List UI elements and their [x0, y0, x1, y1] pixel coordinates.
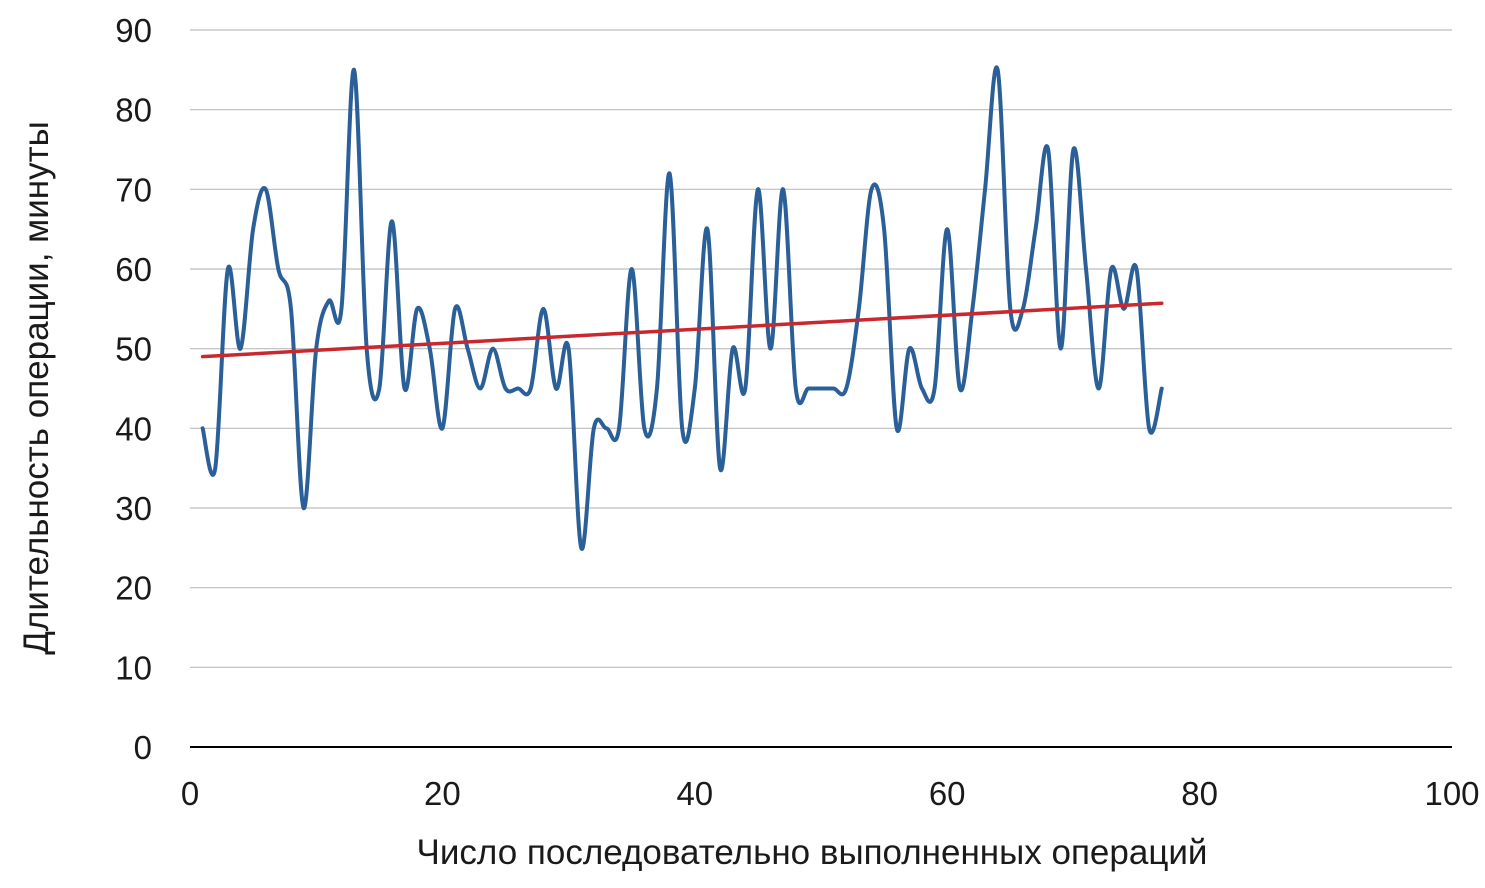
- gridlines: [190, 30, 1452, 667]
- data-series-line: [203, 67, 1162, 549]
- y-tick-label: 20: [115, 570, 152, 607]
- y-tick-label: 90: [115, 12, 152, 49]
- series-lines: [203, 67, 1162, 549]
- x-tick-label: 20: [424, 775, 461, 812]
- y-tick-label: 60: [115, 251, 152, 288]
- y-tick-labels: 0 10 20 30 40 50 60 70 80 90: [115, 12, 152, 766]
- x-tick-label: 0: [181, 775, 199, 812]
- y-tick-label: 0: [134, 729, 152, 766]
- x-tick-label: 100: [1424, 775, 1479, 812]
- y-tick-label: 80: [115, 92, 152, 129]
- x-tick-labels: 0 20 40 60 80 100: [181, 775, 1480, 812]
- x-tick-label: 80: [1181, 775, 1218, 812]
- y-tick-label: 10: [115, 649, 152, 686]
- y-tick-label: 40: [115, 410, 152, 447]
- x-tick-label: 40: [676, 775, 713, 812]
- y-axis-label: Длительность операции, минуты: [17, 121, 56, 655]
- y-tick-label: 30: [115, 490, 152, 527]
- x-tick-label: 60: [929, 775, 966, 812]
- y-tick-label: 70: [115, 171, 152, 208]
- x-axis-label: Число последовательно выполненных операц…: [417, 833, 1208, 872]
- y-tick-label: 50: [115, 331, 152, 368]
